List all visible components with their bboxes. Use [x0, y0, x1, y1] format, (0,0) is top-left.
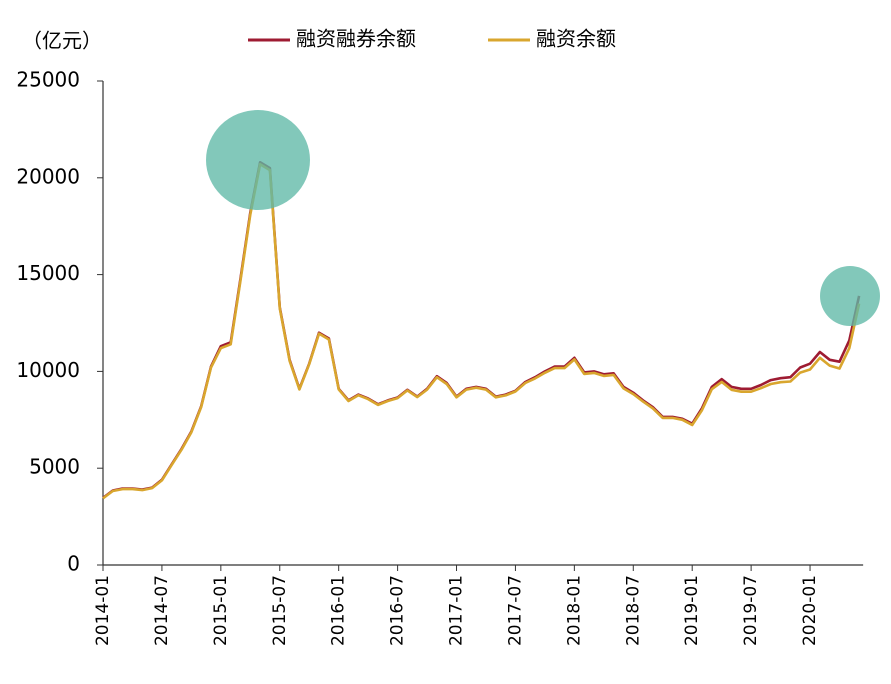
legend-label: 融资余额 — [536, 27, 616, 51]
x-tick-label: 2015-01 — [211, 575, 231, 646]
series-line — [102, 162, 861, 500]
y-tick-label: 20000 — [16, 164, 80, 188]
highlight-circle — [206, 110, 310, 210]
x-tick-label: 2016-07 — [388, 575, 408, 646]
highlight-circle — [820, 266, 880, 326]
unit-label: （亿元） — [22, 29, 102, 53]
x-tick-label: 2018-01 — [564, 575, 584, 646]
x-tick-label: 2018-07 — [623, 575, 643, 646]
x-tick-label: 2017-07 — [505, 575, 525, 646]
x-tick-label: 2019-01 — [682, 575, 702, 646]
x-tick-label: 2014-01 — [93, 575, 113, 646]
x-tick-label: 2020-01 — [800, 575, 820, 646]
x-tick-label: 2017-01 — [447, 575, 467, 646]
series-line — [102, 161, 861, 499]
x-tick-label: 2019-07 — [741, 575, 761, 646]
y-tick-label: 15000 — [16, 261, 80, 285]
x-tick-label: 2015-07 — [270, 575, 290, 646]
x-tick-label: 2014-07 — [152, 575, 172, 646]
y-tick-label: 0 — [67, 552, 80, 576]
y-tick-label: 25000 — [16, 68, 80, 92]
y-tick-label: 5000 — [29, 455, 80, 479]
y-tick-label: 10000 — [16, 358, 80, 382]
x-tick-label: 2016-01 — [329, 575, 349, 646]
legend-label: 融资融券余额 — [296, 27, 416, 51]
